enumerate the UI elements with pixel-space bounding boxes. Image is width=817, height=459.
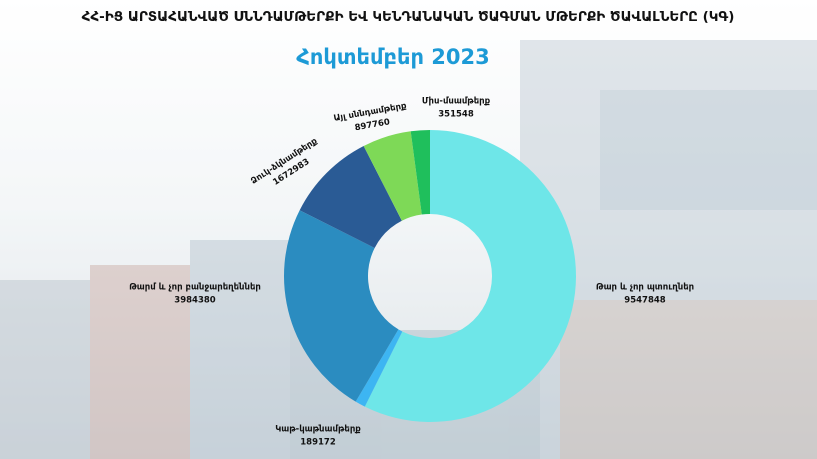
chart-title: ՀՀ-ԻՑ ԱՐՏԱՀԱՆՎԱԾ ՍՆՆԴԱՄԹԵՐՔԻ ԵՎ ԿԵՆԴԱՆԱԿ…	[82, 9, 735, 25]
value-label: 9547848	[624, 296, 665, 306]
donut-segment	[410, 130, 430, 215]
data-label: Կաթ-կաթնամթերք 189172	[275, 425, 361, 448]
value-label: 351548	[438, 110, 474, 120]
data-label: Միս-մսամթերք 351548	[422, 97, 491, 120]
donut-segment	[364, 130, 576, 422]
category-label: Թարմ և չոր բանջարեղեններ	[129, 283, 261, 293]
category-label: Կաթ-կաթնամթերք	[275, 425, 361, 435]
value-label: 189172	[300, 438, 336, 448]
data-label: Թարմ և չոր բանջարեղեններ 3984380	[129, 283, 261, 306]
donut-segment	[284, 210, 399, 402]
chart-subtitle: Հոկտեմբեր 2023	[296, 45, 489, 69]
category-label: Միս-մսամթերք	[422, 97, 491, 107]
data-label: Թար և չոր պտուղներ 9547848	[596, 283, 694, 306]
donut-segment	[299, 145, 402, 249]
category-label: Թար և չոր պտուղներ	[596, 283, 694, 293]
value-label: 3984380	[174, 296, 215, 306]
donut-segment	[363, 131, 422, 221]
donut-segment	[355, 329, 403, 407]
